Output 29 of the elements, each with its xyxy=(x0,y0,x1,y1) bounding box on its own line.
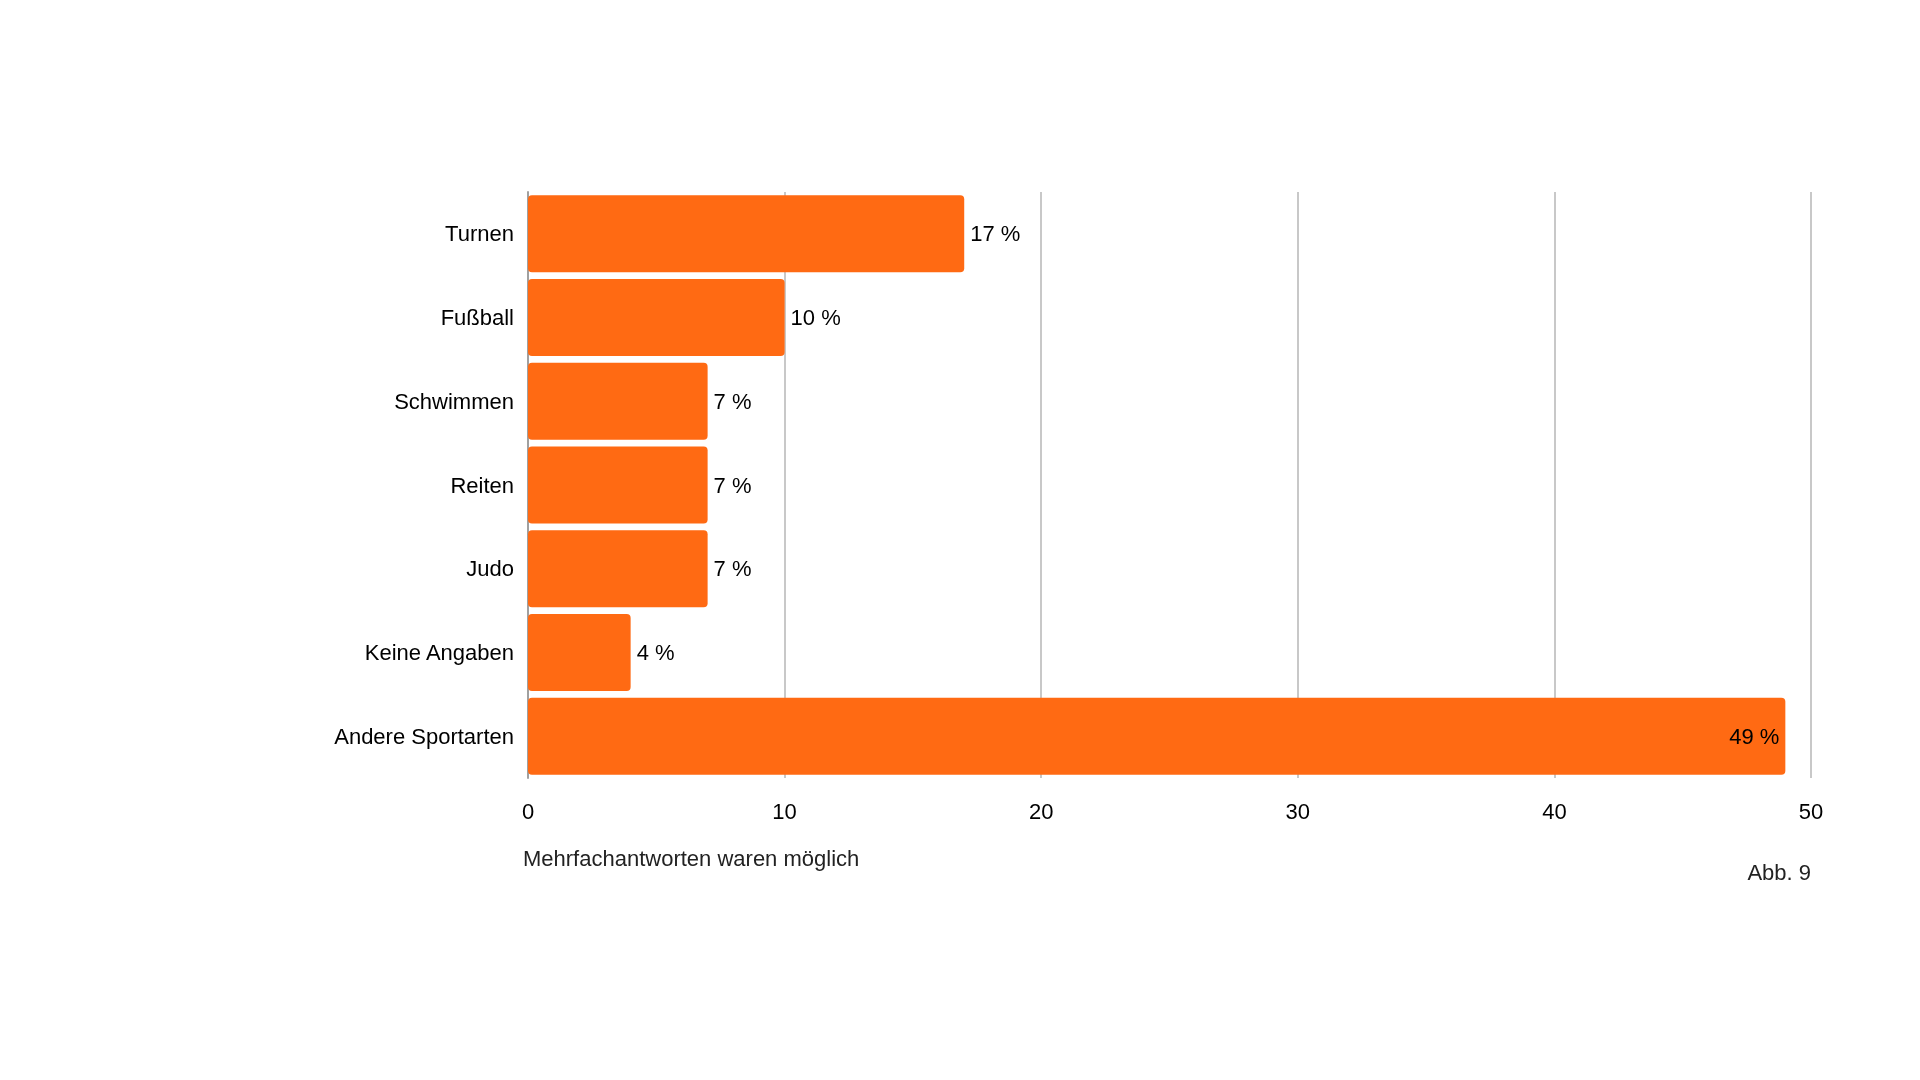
text: Mehrfachantworten waren möglich xyxy=(523,845,860,871)
y-tick-label: Fußball xyxy=(440,305,514,331)
data-label: 7 % xyxy=(713,556,752,582)
x-tick-label: 50 xyxy=(1798,798,1824,824)
x-tick-label: 40 xyxy=(1542,798,1567,824)
bar xyxy=(528,613,631,691)
y-tick-label: Schwimmen xyxy=(394,388,514,414)
bar xyxy=(528,195,965,273)
bar xyxy=(528,446,708,524)
y-tick-label: Reiten xyxy=(450,472,514,498)
bar xyxy=(528,279,785,357)
y-tick-label: Turnen xyxy=(445,221,514,247)
caption: Abb. 9 xyxy=(1747,859,1811,885)
data-label: 10 % xyxy=(790,305,841,331)
data-label: 17 % xyxy=(970,221,1021,247)
data-label: 7 % xyxy=(713,388,752,414)
x-tick-label: 20 xyxy=(1028,798,1054,824)
data-label: 49 % xyxy=(1729,723,1780,749)
data-label: 7 % xyxy=(713,472,752,498)
y-tick-label: Andere Sportarten xyxy=(334,723,514,749)
data-label: 4 % xyxy=(636,639,675,665)
bar xyxy=(528,697,1786,775)
bar xyxy=(528,362,708,440)
x-tick-label: 30 xyxy=(1285,798,1311,824)
y-tick-label: Judo xyxy=(466,556,514,582)
x-tick-label: 10 xyxy=(772,798,797,824)
x-tick-label: 0 xyxy=(521,798,535,824)
bar xyxy=(528,530,708,608)
y-tick-label: Keine Angaben xyxy=(364,639,514,665)
